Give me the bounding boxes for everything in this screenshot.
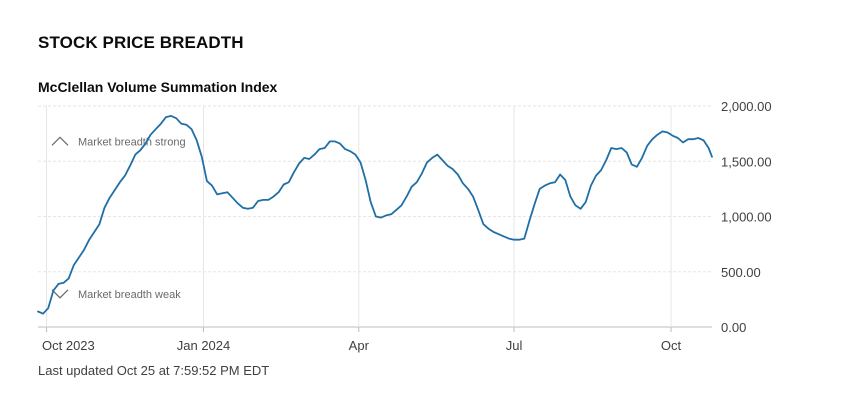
last-updated-text: Last updated Oct 25 at 7:59:52 PM EDT <box>38 363 270 378</box>
x-tick-label: Jan 2024 <box>177 338 231 353</box>
x-tick-label: Jul <box>506 338 523 353</box>
y-tick-label: 500.00 <box>721 265 761 280</box>
x-tick-label: Apr <box>349 338 370 353</box>
y-tick-label: 0.00 <box>721 320 746 335</box>
chevron-down-icon <box>51 289 69 299</box>
section-title: STOCK PRICE BREADTH <box>38 33 244 52</box>
annotation-label: Market breadth weak <box>78 289 181 301</box>
annotation-label: Market breadth strong <box>78 136 186 148</box>
series-line <box>37 115 713 315</box>
chart-annotations: Market breadth strong Market breadth weak <box>51 136 186 301</box>
x-tick-label: Oct <box>661 338 682 353</box>
chart-series <box>37 115 713 315</box>
x-tick-label: Oct 2023 <box>42 338 95 353</box>
chart-axes: 0.00 500.00 1,000.00 1,500.00 2,000.00 Oct 20… <box>42 99 772 353</box>
y-tick-label: 1,000.00 <box>721 210 772 225</box>
y-tick-label: 2,000.00 <box>721 99 772 114</box>
y-tick-label: 1,500.00 <box>721 154 772 169</box>
chart-title: McClellan Volume Summation Index <box>38 79 278 95</box>
chevron-up-icon <box>51 136 69 146</box>
chart-gridlines <box>38 105 712 328</box>
